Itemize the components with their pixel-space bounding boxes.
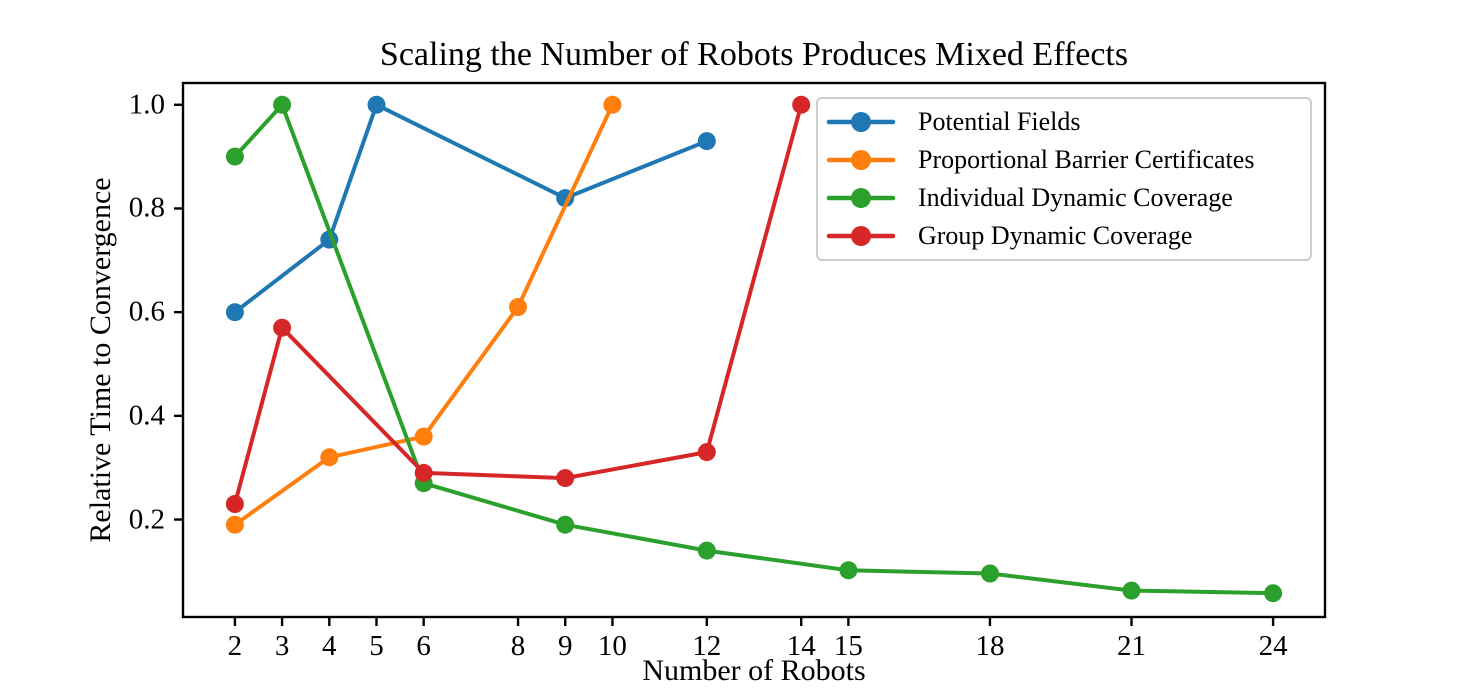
legend-item-label: Group Dynamic Coverage	[918, 221, 1193, 250]
data-point-proportional-barrier-certificates	[603, 95, 622, 114]
x-tick-label: 21	[1117, 630, 1147, 662]
data-point-potential-fields	[697, 132, 716, 151]
data-point-individual-dynamic-coverage	[273, 95, 292, 114]
data-point-potential-fields	[225, 303, 244, 322]
x-tick-label: 14	[786, 630, 816, 662]
x-tick-label: 6	[416, 630, 431, 662]
legend-swatch-icon	[826, 226, 896, 246]
legend-item-label: Individual Dynamic Coverage	[918, 183, 1233, 212]
data-point-individual-dynamic-coverage	[1264, 584, 1283, 603]
x-tick-label: 4	[322, 630, 337, 662]
y-tick-label: 0.2	[128, 503, 165, 536]
data-point-individual-dynamic-coverage	[697, 541, 716, 560]
legend-item-individual-dynamic-coverage: Individual Dynamic Coverage	[826, 179, 1310, 217]
data-point-group-dynamic-coverage	[697, 443, 716, 462]
x-tick-label: 5	[369, 630, 384, 662]
legend-swatch-icon	[826, 112, 896, 132]
data-point-proportional-barrier-certificates	[414, 427, 433, 446]
x-tick-label: 8	[510, 630, 526, 662]
data-point-proportional-barrier-certificates	[225, 515, 244, 534]
axes-frame	[181, 81, 1327, 619]
x-tick-label: 24	[1258, 630, 1288, 662]
data-point-group-dynamic-coverage	[273, 318, 292, 337]
data-point-individual-dynamic-coverage	[556, 515, 575, 534]
legend-swatch-icon	[826, 188, 896, 208]
x-tick-label: 9	[557, 630, 573, 662]
legend-item-label: Proportional Barrier Certificates	[918, 145, 1255, 174]
data-point-group-dynamic-coverage	[225, 495, 244, 513]
x-axis-label: Number of Robots	[642, 654, 866, 687]
legend-swatch-icon	[826, 150, 896, 170]
data-point-group-dynamic-coverage	[792, 95, 811, 114]
data-point-individual-dynamic-coverage	[839, 561, 858, 580]
legend-marker-icon	[851, 112, 871, 132]
legend-marker-icon	[851, 226, 871, 246]
legend-item-potential-fields: Potential Fields	[826, 103, 1310, 141]
legend: Potential Fields Proportional Barrier Cer…	[816, 97, 1312, 261]
data-point-group-dynamic-coverage	[556, 469, 575, 488]
legend-item-proportional-barrier-certificates: Proportional Barrier Certificates	[826, 141, 1310, 179]
legend-item-group-dynamic-coverage: Group Dynamic Coverage	[826, 217, 1310, 255]
data-point-individual-dynamic-coverage	[1122, 581, 1141, 600]
data-point-potential-fields	[367, 95, 386, 114]
y-tick-label: 0.8	[128, 191, 165, 224]
y-tick-label: 0.4	[128, 399, 165, 432]
data-point-group-dynamic-coverage	[414, 463, 433, 482]
legend-item-label: Potential Fields	[918, 107, 1081, 136]
x-tick-label: 15	[833, 630, 863, 662]
data-point-individual-dynamic-coverage	[225, 147, 244, 166]
y-tick-label: 0.6	[128, 295, 165, 328]
x-tick-label: 2	[227, 630, 243, 662]
y-tick-label: 1.0	[128, 88, 165, 121]
x-tick-label: 18	[975, 630, 1005, 662]
series-line-proportional-barrier-certificates	[232, 102, 615, 527]
legend-marker-icon	[851, 150, 871, 170]
series-line-group-dynamic-coverage	[232, 102, 804, 506]
x-tick-label: 3	[274, 630, 290, 662]
chart-title: Scaling the Number of Robots Produces Mi…	[379, 36, 1129, 73]
data-point-individual-dynamic-coverage	[981, 564, 999, 583]
data-point-proportional-barrier-certificates	[320, 448, 339, 467]
data-point-proportional-barrier-certificates	[509, 298, 527, 316]
x-tick-label: 10	[597, 630, 627, 662]
legend-marker-icon	[851, 188, 871, 208]
x-tick-label: 12	[692, 630, 722, 662]
series-line-potential-fields	[232, 102, 709, 315]
